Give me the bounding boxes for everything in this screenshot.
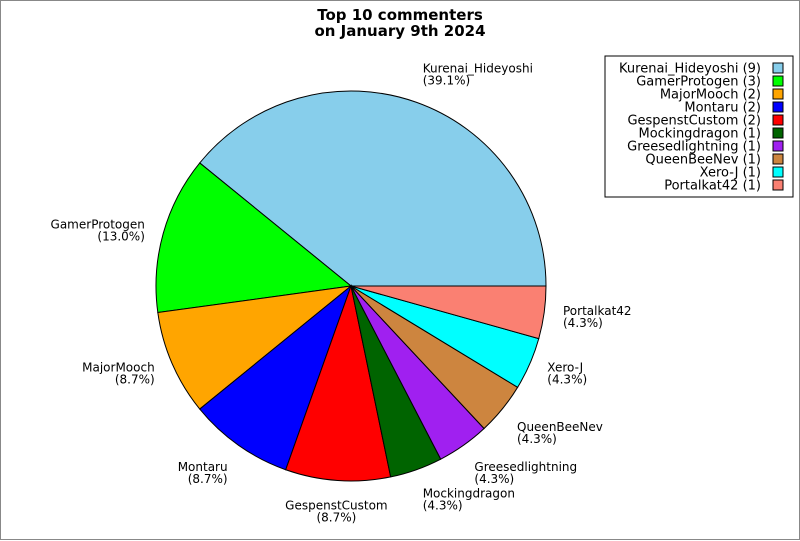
legend-entry-label: Kurenai_Hideyoshi (9) (619, 62, 761, 77)
slice-label-name: MajorMooch (82, 360, 155, 374)
legend-swatch (772, 179, 784, 191)
legend: Kurenai_Hideyoshi (9)GamerProtogen (3)Ma… (604, 55, 794, 198)
slice-label-name: Mockingdragon (423, 487, 515, 501)
slice-label-percent: (4.3%) (517, 432, 557, 446)
legend-entry-label: MajorMooch (2) (660, 88, 761, 103)
slice-label-percent: (39.1%) (423, 73, 470, 87)
slice-label-percent: (4.3%) (547, 372, 587, 386)
legend-swatch (772, 75, 784, 87)
legend-swatch (772, 166, 784, 178)
pie-slice (350, 285, 547, 340)
slice-label-percent: (13.0%) (97, 229, 144, 243)
legend-box (604, 55, 794, 198)
pie-slice (157, 285, 353, 410)
legend-entry-label: Greesedlightning (1) (627, 140, 761, 155)
slice-label-name: Portalkat42 (563, 304, 632, 318)
legend-entry-label: Xero-J (1) (700, 166, 761, 181)
slice-label-name: Greesedlightning (474, 460, 577, 474)
pie-slices (155, 90, 547, 482)
slice-label-name: Xero-J (547, 360, 583, 374)
slice-label-percent: (4.3%) (563, 316, 603, 330)
slice-label-percent: (8.7%) (188, 472, 228, 486)
pie-slice (285, 284, 392, 482)
legend-swatch (772, 101, 784, 113)
legend-swatch (772, 127, 784, 139)
slice-label-name: QueenBeeNev (517, 420, 603, 434)
slice-label-name: Montaru (178, 460, 228, 474)
legend-swatch (772, 88, 784, 100)
legend-entry-label: QueenBeeNev (1) (645, 153, 761, 168)
chart-title-line-2: on January 9th 2024 (314, 22, 485, 40)
pie-slice (199, 90, 547, 287)
legend-entry-label: Montaru (2) (684, 101, 761, 116)
slice-labels: Kurenai_Hideyoshi(39.1%) GamerProtogen(13… (51, 61, 632, 524)
slice-label-percent: (4.3%) (474, 472, 514, 486)
legend-entry-label: GamerProtogen (3) (636, 75, 761, 90)
legend-swatch (772, 153, 784, 165)
slice-label-percent: (8.7%) (115, 372, 155, 386)
chart-title-line-1: Top 10 commenters (317, 6, 483, 24)
pie-slice (199, 284, 353, 471)
slice-label-name: GespenstCustom (285, 499, 387, 513)
legend-entry-label: Mockingdragon (1) (638, 127, 761, 142)
slice-label-name: Kurenai_Hideyoshi (423, 61, 533, 75)
legend-entry-label: Portalkat42 (1) (664, 179, 761, 194)
slice-label-percent: (4.3%) (423, 499, 463, 513)
legend-swatch (772, 140, 784, 152)
legend-swatch (772, 62, 784, 74)
slice-label-name: GamerProtogen (51, 217, 145, 231)
pie-slice (155, 162, 353, 314)
legend-entry-label: GespenstCustom (2) (627, 114, 761, 129)
legend-swatch (772, 114, 784, 126)
slice-label-percent: (8.7%) (316, 511, 356, 525)
